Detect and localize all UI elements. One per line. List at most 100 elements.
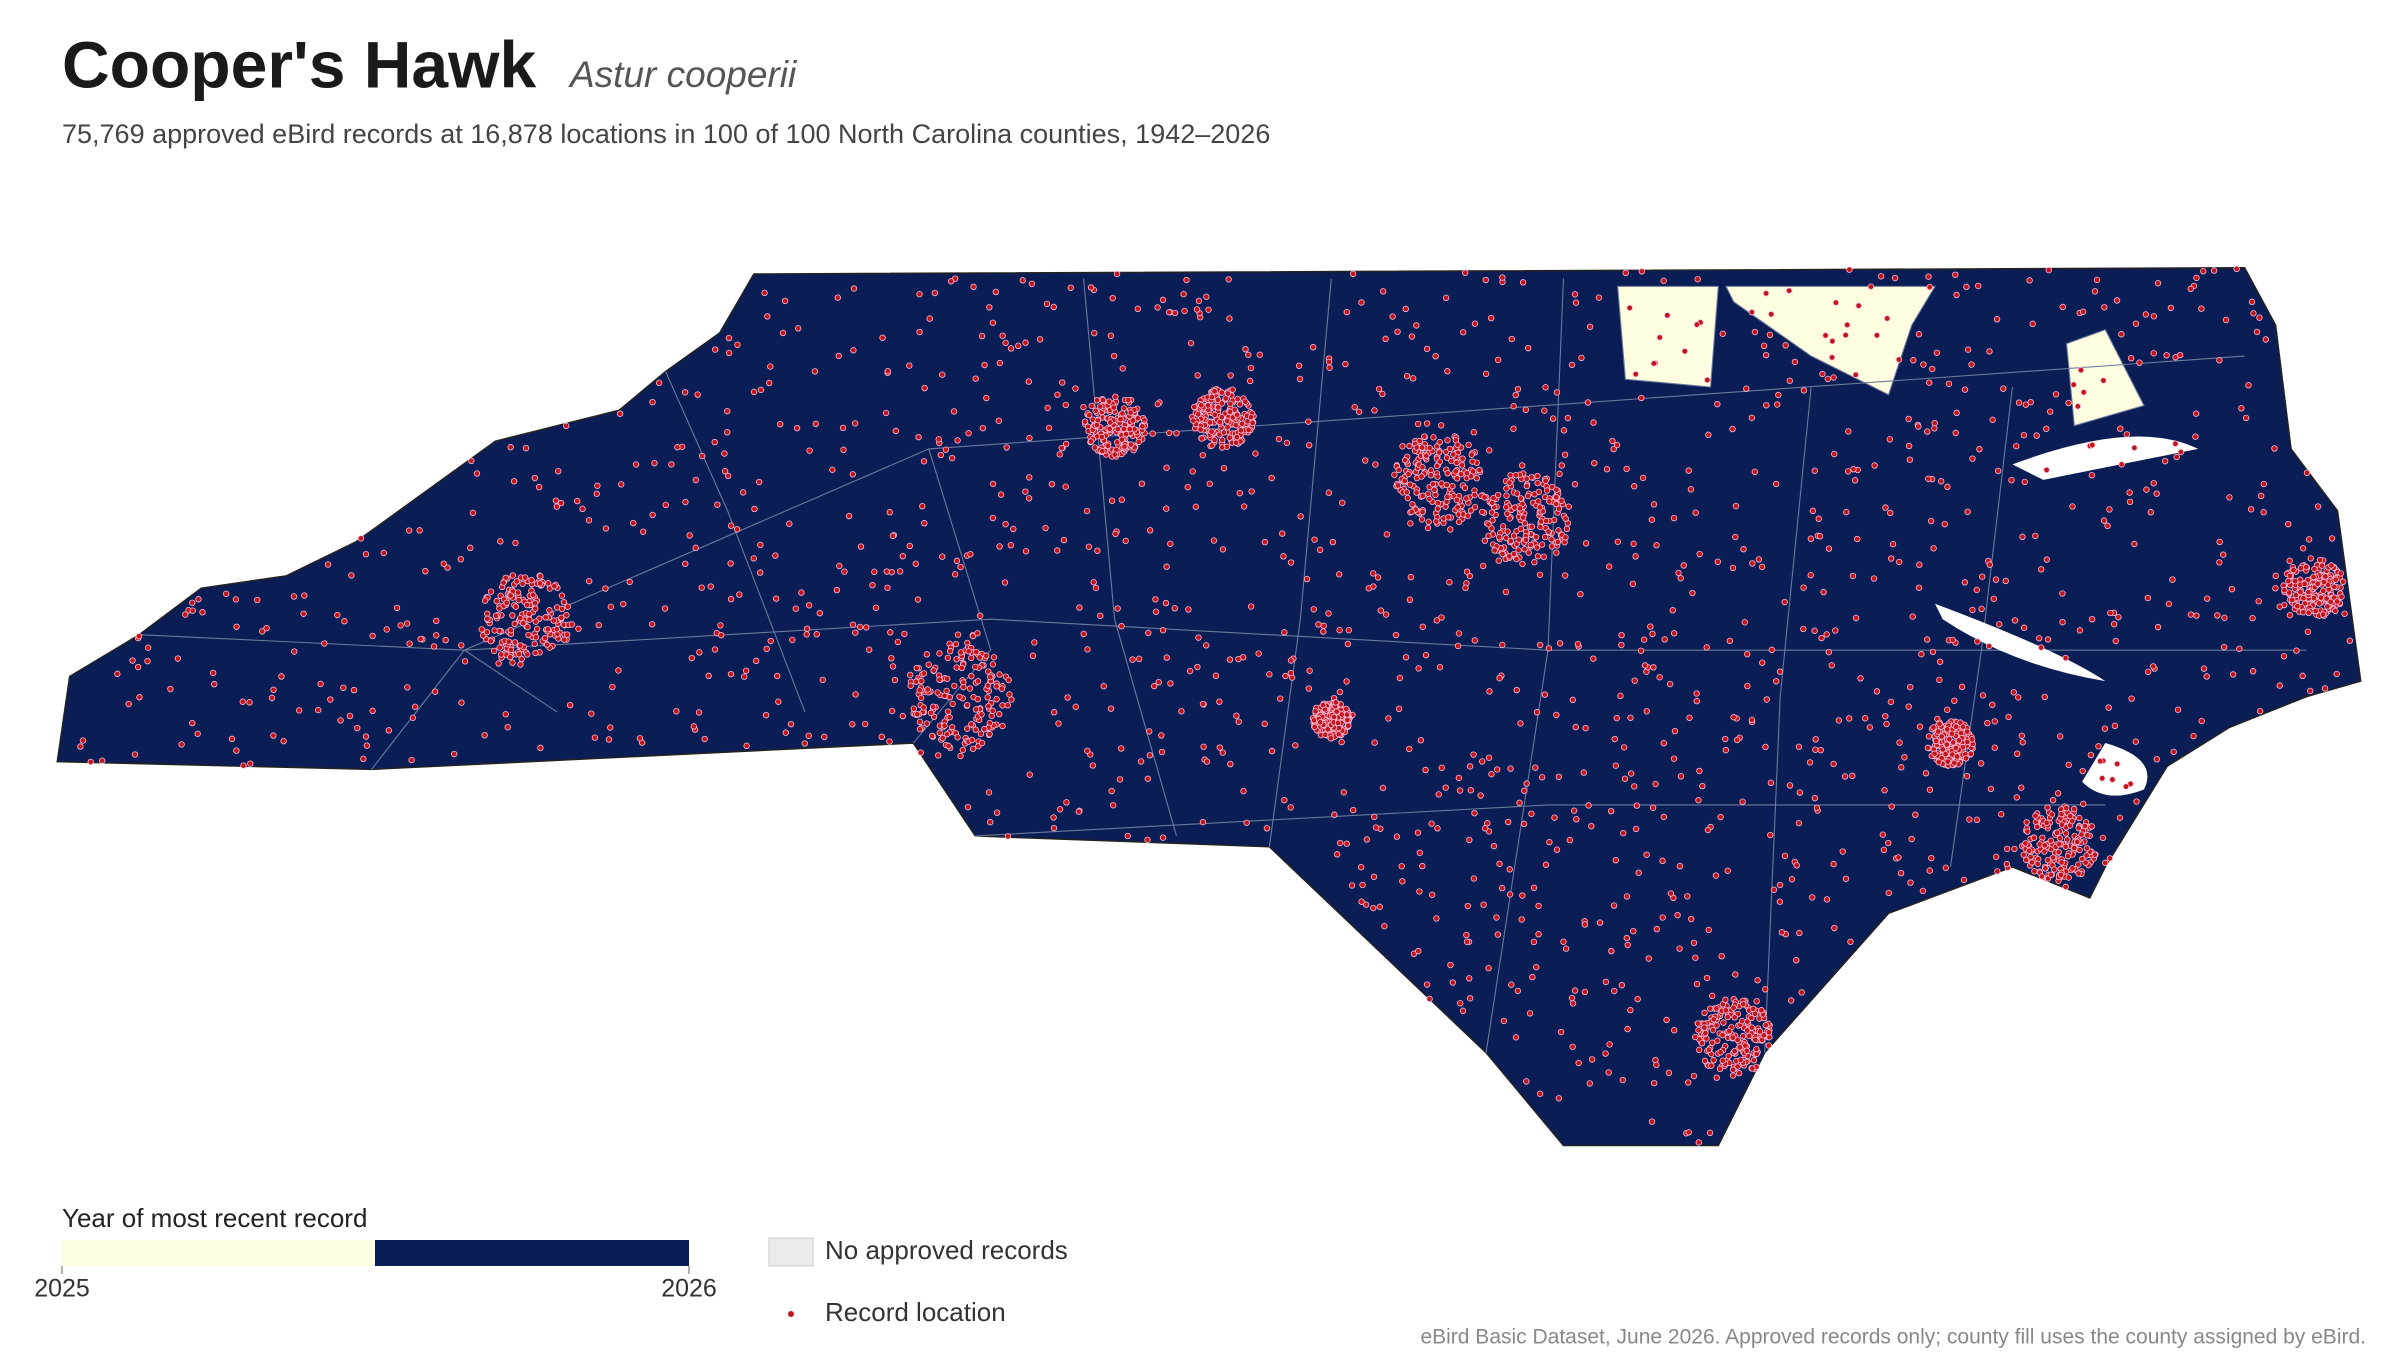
record-dot xyxy=(2077,366,2085,374)
record-dot xyxy=(998,685,1006,692)
legend-label: Record location xyxy=(825,1297,1006,1327)
record-dot xyxy=(1714,558,1721,565)
record-dot xyxy=(1255,650,1262,657)
record-dot xyxy=(444,564,451,571)
record-dot xyxy=(1138,480,1146,487)
record-dot xyxy=(1459,1007,1467,1015)
record-dot xyxy=(504,724,511,731)
record-dot xyxy=(2169,576,2176,583)
record-dot xyxy=(1433,617,1441,624)
record-dot xyxy=(1413,489,1420,496)
record-dot xyxy=(1595,294,1603,301)
record-dot xyxy=(408,756,415,764)
record-dot xyxy=(1731,1047,1738,1055)
record-dot xyxy=(1561,451,1569,458)
record-dot xyxy=(1748,1014,1755,1022)
record-dot xyxy=(1401,457,1409,464)
record-dot xyxy=(1005,676,1012,684)
record-dot xyxy=(558,614,565,621)
record-dot xyxy=(712,346,719,353)
record-dot xyxy=(1765,1029,1773,1036)
record-dot xyxy=(1246,377,1254,385)
record-dot xyxy=(1256,351,1263,358)
record-dot xyxy=(1432,353,1439,360)
record-dot xyxy=(537,573,544,580)
record-dot xyxy=(883,568,890,575)
record-dot xyxy=(1516,799,1523,806)
record-dot xyxy=(1694,276,1701,283)
record-dot xyxy=(1398,863,1405,870)
record-dot xyxy=(1415,947,1422,955)
record-dot xyxy=(1214,396,1222,404)
record-dot xyxy=(1944,726,1951,733)
record-dot xyxy=(2229,671,2237,678)
record-dot xyxy=(1332,699,1340,706)
record-dot xyxy=(1571,987,1579,994)
record-dot xyxy=(1879,831,1887,838)
record-dot xyxy=(1528,523,1536,530)
record-dot xyxy=(532,618,539,625)
record-dot xyxy=(1227,760,1234,768)
record-dot xyxy=(1499,523,1507,530)
record-dot xyxy=(742,667,750,674)
record-dot xyxy=(2150,313,2158,320)
record-dot xyxy=(1522,406,1530,413)
record-dot xyxy=(2054,790,2062,797)
record-dot xyxy=(1114,605,1121,612)
record-dot xyxy=(1935,728,1942,735)
record-dot xyxy=(1996,621,2003,628)
record-dot xyxy=(1090,579,1097,586)
record-dot xyxy=(1423,981,1431,988)
record-dot xyxy=(1533,544,1541,551)
record-dot xyxy=(2058,859,2065,866)
record-dot xyxy=(1513,490,1521,497)
record-dot xyxy=(942,446,950,453)
record-dot xyxy=(1582,540,1590,547)
record-dot xyxy=(2034,860,2041,868)
record-dot xyxy=(777,420,784,428)
record-dot xyxy=(1198,402,1205,409)
map xyxy=(56,265,2362,1147)
record-dot xyxy=(806,447,813,454)
record-dot xyxy=(1562,945,1570,952)
record-dot xyxy=(602,525,610,532)
record-dot xyxy=(2300,609,2307,616)
record-dot xyxy=(1924,744,1932,752)
record-dot xyxy=(222,590,230,597)
record-dot xyxy=(872,604,880,611)
record-dot xyxy=(1499,884,1506,892)
record-dot xyxy=(431,688,439,695)
record-dot xyxy=(1569,1043,1576,1050)
record-dot xyxy=(1512,472,1519,479)
record-dot xyxy=(1953,723,1960,730)
record-dot xyxy=(750,388,758,396)
record-dot xyxy=(2065,761,2072,769)
record-dot xyxy=(1648,1118,1656,1125)
record-dot xyxy=(1416,849,1423,856)
record-dot xyxy=(1111,451,1119,458)
record-dot xyxy=(1311,536,1318,543)
record-dot xyxy=(986,730,993,738)
record-dot xyxy=(189,599,196,606)
record-dot xyxy=(1713,1005,1720,1012)
record-dot xyxy=(1340,789,1347,796)
record-dot xyxy=(819,676,826,684)
record-dot xyxy=(2314,503,2322,510)
record-dot xyxy=(2083,852,2090,859)
record-dot xyxy=(1718,953,1725,960)
record-dot xyxy=(417,635,424,643)
record-dot xyxy=(1800,387,1808,394)
record-dot xyxy=(1798,989,1805,996)
record-dot xyxy=(2303,469,2311,476)
record-dot xyxy=(692,476,699,484)
record-dot xyxy=(1463,931,1470,939)
record-dot xyxy=(2110,620,2118,628)
record-dot xyxy=(1512,391,1519,399)
record-dot xyxy=(1545,528,1552,535)
record-dot xyxy=(1963,283,1970,291)
record-dot xyxy=(2327,598,2334,606)
legend-dot xyxy=(788,1311,794,1317)
record-dot xyxy=(1382,611,1390,618)
record-dot xyxy=(1279,530,1286,537)
record-dot xyxy=(2338,593,2345,600)
